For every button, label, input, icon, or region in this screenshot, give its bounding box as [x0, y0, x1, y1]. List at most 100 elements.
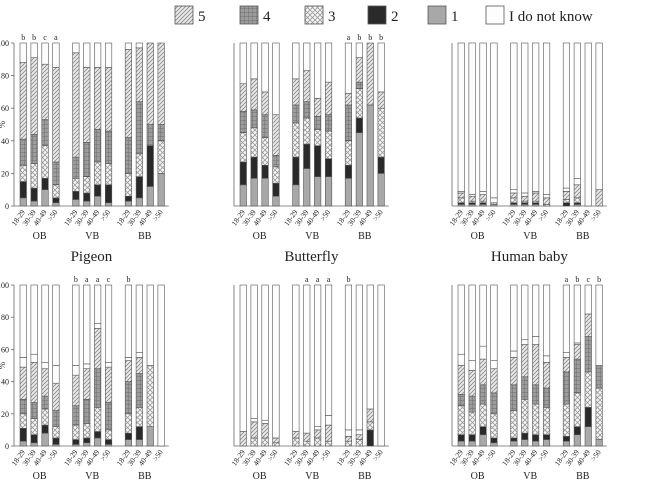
bar-segment-cross — [542, 407, 551, 436]
bar-segment-dark — [52, 197, 60, 204]
panel-title: Pigeon — [71, 249, 113, 265]
bar-segment-grey — [468, 440, 476, 447]
stacked-bar — [532, 284, 540, 447]
bar-segment-dark — [366, 429, 374, 447]
bar-segment-cross — [72, 177, 80, 192]
x-tick-label: >50 — [371, 448, 385, 463]
stacked-bar — [83, 42, 91, 207]
significance-letter: a — [96, 275, 100, 284]
bar-segment-grey — [573, 434, 581, 447]
stacked-bar — [366, 284, 374, 447]
group-label: VB — [305, 471, 319, 482]
bar-segment-diag — [146, 42, 154, 125]
bar-segment-white — [105, 42, 113, 68]
stacked-bar — [595, 284, 603, 447]
bar-segment-white — [510, 189, 518, 194]
bar-segment-diag — [239, 431, 247, 447]
bar-segment-diag — [83, 368, 91, 400]
bar-segment-remainder — [584, 284, 592, 315]
bar-segment-white — [355, 42, 363, 58]
bar-segment-grid — [344, 104, 353, 142]
stacked-bar — [532, 42, 540, 207]
bar-segment-cross — [573, 392, 581, 427]
bar-segment-dark — [19, 427, 27, 442]
bar-segment-remainder — [468, 42, 476, 195]
group-label: VB — [523, 231, 537, 242]
bar-segment-cross — [30, 418, 38, 436]
bar-segment-grid — [457, 394, 465, 407]
bar-segment-white — [250, 42, 258, 80]
stacked-bar — [261, 284, 269, 447]
bar-segment-grid — [41, 395, 49, 410]
bar-segment-diag — [532, 344, 540, 386]
bar-segment-grid — [250, 109, 258, 129]
bar-segment-dark — [41, 177, 49, 190]
y-tick-label: 40 — [1, 137, 9, 146]
bar-segment-grid — [105, 130, 113, 164]
bar-segment-cross — [52, 426, 60, 439]
stacked-bar — [94, 284, 102, 447]
stacked-bar — [146, 42, 154, 207]
bar-segment-cross — [41, 145, 49, 179]
bar-segment-diag — [573, 184, 581, 199]
bar-segment-grid — [124, 137, 132, 174]
chart-panel: 020406080100%b18-29b30-39c40-49a>5018-29… — [0, 33, 169, 265]
bar-segment-remainder — [595, 284, 603, 366]
bar-segment-diag — [303, 432, 311, 442]
bar-segment-grey — [250, 177, 258, 207]
bar-segment-remainder — [366, 284, 374, 410]
bar-segment-grid — [303, 101, 311, 119]
bar-segment-dark — [72, 439, 80, 445]
bar-segment-white — [457, 353, 465, 366]
bar-segment-grid — [562, 371, 571, 405]
stacked-bar — [239, 42, 247, 207]
bar-segment-grey — [157, 173, 165, 207]
bar-segment-grid — [146, 124, 154, 146]
bar-segment-remainder — [314, 284, 322, 427]
bar-segment-white — [72, 365, 80, 376]
bar-segment-dark — [479, 426, 487, 436]
bar-segment-grey — [41, 189, 49, 207]
bar-segment-dark — [41, 424, 49, 434]
stacked-bar — [490, 42, 498, 207]
stacked-bar — [239, 284, 247, 447]
bar-segment-remainder — [250, 284, 258, 419]
bar-segment-white — [19, 42, 27, 63]
bar-segment-remainder — [124, 284, 132, 358]
bar-segment-dark — [314, 145, 322, 177]
bar-segment-grid — [52, 161, 60, 186]
bar-segment-remainder — [30, 284, 38, 355]
stacked-bar — [355, 42, 363, 207]
bar-segment-grey — [19, 440, 27, 447]
bar-segment-dark — [250, 156, 258, 179]
bar-segment-white — [41, 361, 49, 370]
stacked-bar — [157, 42, 165, 207]
bar-segment-cross — [355, 88, 363, 119]
bar-segment-diag — [562, 191, 571, 200]
bar-segment-dark — [94, 431, 102, 439]
bar-segment-white — [510, 350, 518, 358]
stacked-bar — [521, 42, 529, 207]
bar-segment-white — [562, 187, 571, 192]
bar-segment-dark — [573, 426, 581, 436]
significance-letter: b — [21, 33, 25, 42]
bar-segment-diag — [94, 67, 102, 130]
legend-label: 5 — [198, 9, 206, 25]
bar-segment-white — [490, 360, 498, 370]
bar-segment-white — [94, 42, 102, 68]
significance-letter: b — [357, 33, 361, 42]
bar-segment-white — [135, 352, 143, 358]
group-label: BB — [358, 231, 372, 242]
bar-segment-grid — [542, 387, 551, 408]
bar-segment-cross — [562, 199, 571, 204]
bar-segment-cross — [490, 413, 498, 439]
bar-segment-grid — [261, 114, 269, 138]
bar-segment-dark — [30, 187, 38, 202]
bar-segment-remainder — [344, 284, 353, 431]
bar-segment-cross — [292, 122, 300, 158]
bar-segment-dark — [344, 164, 353, 179]
bar-segment-dark — [135, 176, 143, 199]
bar-segment-white — [239, 42, 247, 85]
panel-title: Butterfly — [284, 249, 339, 265]
